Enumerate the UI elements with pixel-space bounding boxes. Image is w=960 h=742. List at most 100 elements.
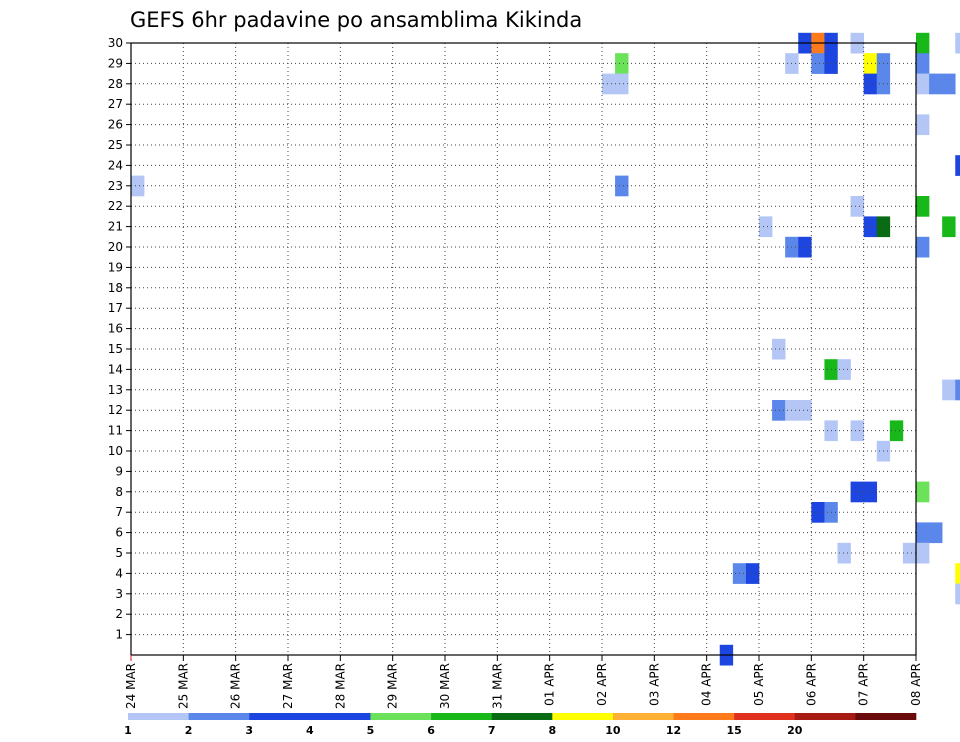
colorbar-label: 6 bbox=[427, 724, 435, 737]
x-tick-label: 31 MAR bbox=[490, 663, 504, 709]
x-tick-label: 28 MAR bbox=[333, 663, 347, 709]
heatmap-cell bbox=[615, 53, 629, 74]
y-tick-label: 2 bbox=[115, 607, 123, 621]
heatmap-cell bbox=[615, 175, 629, 197]
heatmap-cell bbox=[916, 73, 930, 95]
y-tick-label: 26 bbox=[108, 118, 123, 132]
heatmap-cell bbox=[916, 522, 930, 544]
y-tick-label: 24 bbox=[108, 158, 123, 172]
y-tick-label: 3 bbox=[115, 587, 123, 601]
grid-lines bbox=[131, 43, 916, 655]
heatmap-cell bbox=[942, 216, 956, 238]
y-tick-label: 18 bbox=[108, 281, 123, 295]
y-tick-label: 16 bbox=[108, 322, 123, 336]
heatmap-cell bbox=[916, 114, 930, 136]
colorbar-label: 3 bbox=[245, 724, 253, 737]
colorbar-label: 7 bbox=[488, 724, 496, 737]
chart-title: GEFS 6hr padavine po ansamblima Kikinda bbox=[130, 8, 582, 32]
heatmap-cell bbox=[863, 73, 878, 95]
heatmap-cell bbox=[811, 502, 825, 523]
x-tick-label: 06 APR bbox=[804, 663, 818, 706]
colorbar-label: 5 bbox=[367, 724, 375, 737]
y-tick-label: 30 bbox=[108, 36, 123, 50]
x-tick-label: 07 APR bbox=[857, 663, 871, 706]
colorbar-label: 15 bbox=[726, 724, 741, 737]
y-tick-label: 21 bbox=[108, 220, 123, 234]
y-tick-label: 23 bbox=[108, 179, 123, 193]
colorbar-segment bbox=[370, 713, 432, 720]
heatmap-cell bbox=[955, 379, 960, 401]
heatmap-cell bbox=[902, 542, 917, 564]
heatmap-cell bbox=[955, 155, 960, 176]
colorbar-label: 8 bbox=[548, 724, 556, 737]
x-tick-label: 29 MAR bbox=[386, 663, 400, 709]
x-tick-label: 08 APR bbox=[909, 663, 923, 706]
y-axis: 1234567891011121314151617181920212223242… bbox=[108, 36, 131, 642]
colorbar-segment bbox=[734, 713, 796, 720]
x-tick-label: 27 MAR bbox=[281, 663, 295, 709]
x-tick-label: 04 APR bbox=[700, 663, 714, 706]
y-tick-label: 28 bbox=[108, 77, 123, 91]
heatmap-cell bbox=[916, 196, 930, 217]
colorbar-segment bbox=[128, 713, 189, 720]
y-tick-label: 12 bbox=[108, 403, 123, 417]
colorbar-label: 2 bbox=[185, 724, 193, 737]
heatmap-cell bbox=[916, 481, 930, 503]
y-tick-label: 6 bbox=[115, 526, 123, 540]
y-tick-label: 27 bbox=[108, 97, 123, 111]
y-tick-label: 8 bbox=[115, 485, 123, 499]
heatmap-cell bbox=[916, 32, 930, 54]
heatmap-cell bbox=[863, 53, 878, 74]
y-tick-label: 15 bbox=[108, 342, 123, 356]
y-tick-label: 20 bbox=[108, 240, 123, 254]
y-tick-label: 29 bbox=[108, 56, 123, 70]
x-tick-label: 05 APR bbox=[752, 663, 766, 706]
y-tick-label: 13 bbox=[108, 383, 123, 397]
heatmap-cell bbox=[772, 400, 786, 421]
heatmap-cell bbox=[916, 542, 930, 564]
colorbar-label: 12 bbox=[666, 724, 681, 737]
colorbar-label: 4 bbox=[306, 724, 314, 737]
heatmap-cell bbox=[850, 481, 864, 503]
heatmap-cell bbox=[955, 563, 960, 584]
y-tick-label: 1 bbox=[115, 628, 123, 642]
colorbar-segment bbox=[309, 713, 371, 720]
heatmap-cell bbox=[850, 196, 864, 217]
heatmap-cell bbox=[772, 338, 786, 360]
heatmap-cell bbox=[602, 73, 616, 95]
heatmap-cell bbox=[916, 53, 930, 74]
colorbar-label: 10 bbox=[605, 724, 621, 737]
heatmap-cell bbox=[798, 236, 812, 258]
colorbar-label: 20 bbox=[787, 724, 803, 737]
heatmap-cell bbox=[745, 563, 760, 584]
heatmap-cell bbox=[889, 420, 904, 442]
colorbar-segment bbox=[673, 713, 735, 720]
y-tick-label: 7 bbox=[115, 505, 123, 519]
y-tick-label: 22 bbox=[108, 199, 123, 213]
colorbar-segment bbox=[794, 713, 856, 720]
x-axis: 24 MAR 25 MAR 26 MAR 27 MAR 28 MAR 29 MAR 30 M… bbox=[124, 655, 923, 709]
y-tick-label: 11 bbox=[108, 424, 123, 438]
y-tick-label: 17 bbox=[108, 301, 123, 315]
heatmap-cell bbox=[863, 216, 878, 238]
y-tick-label: 25 bbox=[108, 138, 123, 152]
heatmap-cell bbox=[615, 73, 629, 95]
heatmap-cell bbox=[837, 359, 851, 380]
heatmap-cell bbox=[850, 420, 864, 442]
x-tick-label: 03 APR bbox=[647, 663, 661, 706]
heatmap-cell bbox=[759, 216, 773, 238]
colorbar-segment bbox=[188, 713, 250, 720]
y-tick-label: 19 bbox=[108, 260, 123, 274]
y-tick-label: 9 bbox=[115, 464, 123, 478]
heatmap-cell bbox=[863, 481, 878, 503]
colorbar-segment bbox=[431, 713, 492, 720]
colorbar: 1 2 3 4 5 6 7 8 10 12 15 20 bbox=[124, 713, 917, 737]
heatmap-cell bbox=[942, 379, 956, 401]
heatmap-cell bbox=[131, 175, 145, 197]
y-tick-label: 5 bbox=[115, 546, 123, 560]
heatmap-cell bbox=[942, 73, 956, 95]
x-tick-label: 30 MAR bbox=[438, 663, 452, 709]
x-tick-label: 26 MAR bbox=[229, 663, 243, 709]
heatmap-cell bbox=[811, 53, 825, 74]
